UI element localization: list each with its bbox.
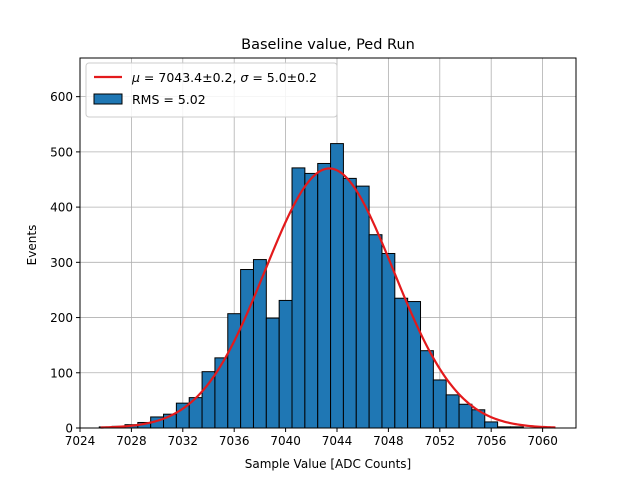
x-tick-label: 7048 bbox=[373, 434, 404, 448]
y-tick-label: 0 bbox=[65, 422, 73, 436]
y-tick-label: 300 bbox=[50, 256, 73, 270]
histogram-bar bbox=[420, 350, 434, 429]
legend-fit-label-part: = 7043.4±0.2, bbox=[140, 70, 240, 85]
legend-fit-label-part: σ bbox=[240, 70, 249, 85]
histogram-bar bbox=[458, 403, 473, 429]
x-axis-ticks: 7024 7028 7032 7036 7040 7044 7048 7052 7056 7060 bbox=[65, 428, 558, 448]
y-axis-ticks: 0 100 200 300 400 500 600 bbox=[50, 90, 80, 436]
histogram-bar bbox=[381, 252, 396, 429]
histogram-bar bbox=[368, 234, 383, 429]
legend-fit-label-part: = 5.0±0.2 bbox=[248, 70, 317, 85]
x-tick-label: 7060 bbox=[527, 434, 558, 448]
histogram-bar bbox=[278, 299, 293, 429]
histogram-bar bbox=[265, 317, 280, 429]
histogram-bar bbox=[304, 172, 319, 429]
plot-frame bbox=[79, 57, 577, 429]
x-tick-label: 7056 bbox=[476, 434, 507, 448]
x-tick-label: 7024 bbox=[65, 434, 96, 448]
histogram-bar bbox=[342, 177, 357, 429]
y-tick-label: 100 bbox=[50, 366, 73, 380]
legend-fit-label: μ = 7043.4±0.2, σ = 5.0±0.2 bbox=[131, 70, 317, 85]
histogram-bar bbox=[175, 402, 190, 429]
histogram-bar bbox=[394, 297, 409, 429]
y-tick-label: 500 bbox=[50, 145, 73, 159]
x-tick-label: 7028 bbox=[116, 434, 147, 448]
x-tick-label: 7052 bbox=[425, 434, 456, 448]
x-tick-label: 7036 bbox=[219, 434, 250, 448]
legend-box bbox=[85, 62, 338, 118]
histogram-bar bbox=[240, 269, 254, 429]
chart-title: Baseline value, Ped Run bbox=[241, 37, 415, 53]
y-tick-label: 400 bbox=[50, 201, 73, 215]
x-axis-label: Sample Value [ADC Counts] bbox=[245, 457, 411, 471]
histogram-bar bbox=[330, 143, 344, 429]
legend-histogram-swatch bbox=[93, 93, 123, 105]
legend-fit-label-part: μ bbox=[131, 70, 140, 85]
legend-histogram-label: RMS = 5.02 bbox=[132, 92, 206, 107]
histogram-bar bbox=[432, 379, 447, 429]
x-tick-label: 7044 bbox=[322, 434, 353, 448]
histogram-bar bbox=[214, 357, 229, 429]
gaussian-fit-curve bbox=[100, 167, 556, 429]
x-tick-label: 7032 bbox=[168, 434, 199, 448]
legend: μ = 7043.4±0.2, σ = 5.0±0.2 RMS = 5.02 bbox=[85, 62, 338, 118]
histogram-bar bbox=[317, 162, 332, 429]
x-tick-label: 7040 bbox=[270, 434, 301, 448]
histogram-bar bbox=[445, 394, 460, 429]
histogram-bar bbox=[355, 185, 370, 429]
y-axis-label: Events bbox=[25, 225, 39, 266]
histogram-bar bbox=[201, 371, 216, 429]
histogram-bar bbox=[484, 421, 499, 429]
y-tick-label: 200 bbox=[50, 311, 73, 325]
y-tick-label: 600 bbox=[50, 90, 73, 104]
histogram-bars bbox=[98, 143, 524, 429]
